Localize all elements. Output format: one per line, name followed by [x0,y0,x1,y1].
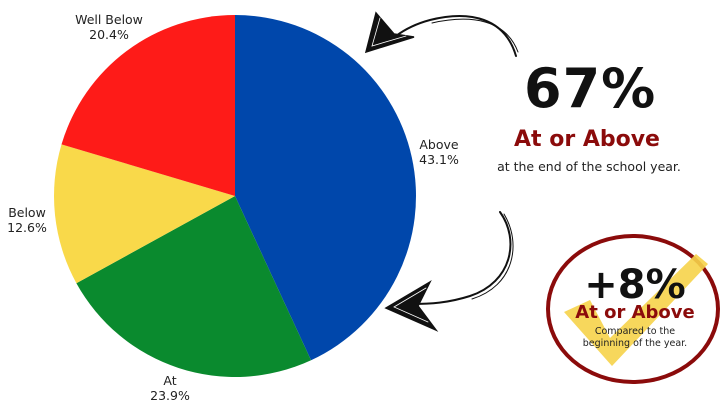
badge-circle [546,234,720,384]
slice-label-above: Above 43.1% [404,137,474,167]
pie-slice-above [235,15,416,361]
slice-value-at: 23.9% [150,388,190,403]
pie-slice-at [76,196,312,377]
pie-slice-well-below [61,15,236,196]
checkmark-icon [564,254,708,366]
slice-label-well-below: Well Below 20.4% [64,12,154,42]
slice-name-well-below: Well Below [75,12,143,27]
slice-label-at: At 23.9% [135,373,205,403]
slice-name-above: Above [419,137,459,152]
headline-percent: 67% [524,57,657,120]
badge-percent: +8% [584,262,686,308]
pie-slice-below [54,144,235,284]
slice-label-below: Below 12.6% [0,205,54,235]
slice-value-above: 43.1% [419,152,459,167]
badge-description-line1: Compared to the [594,326,676,337]
slice-value-below: 12.6% [7,220,47,235]
pie-slices [54,15,416,377]
slice-value-well-below: 20.4% [89,27,129,42]
headline-subtitle: At or Above [514,127,660,152]
badge-subtitle: At or Above [575,302,695,323]
badge-description: Compared to the beginning of the year. [566,326,704,350]
badge-description-line2: beginning of the year. [582,338,688,349]
slice-name-below: Below [8,205,46,220]
slice-name-at: At [163,373,177,388]
headline-description: at the end of the school year. [497,159,681,174]
